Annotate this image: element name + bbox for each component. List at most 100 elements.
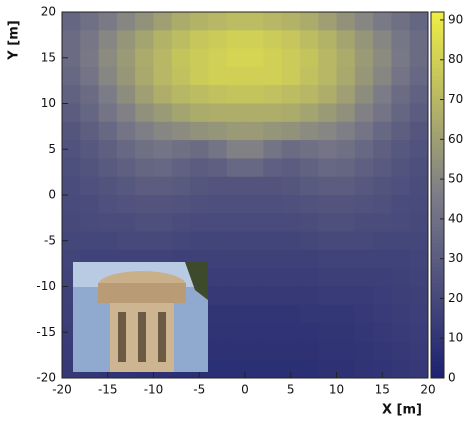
heat-cell xyxy=(226,158,246,178)
heat-cell xyxy=(409,341,429,361)
heat-cell xyxy=(299,158,319,178)
inset-window xyxy=(158,312,166,362)
colorbar-step xyxy=(431,334,444,339)
heat-cell xyxy=(153,85,173,104)
heat-cell xyxy=(190,30,209,50)
heat-cell xyxy=(281,12,301,31)
heat-cell xyxy=(299,323,319,342)
colorbar-step xyxy=(431,19,444,25)
heat-cell xyxy=(336,176,356,196)
heat-cell xyxy=(373,66,392,86)
heat-cell xyxy=(190,48,209,68)
heat-cell xyxy=(373,12,392,31)
colorbar-step xyxy=(431,346,444,351)
heat-cell xyxy=(80,213,100,233)
heat-cell xyxy=(171,231,191,251)
heat-cell xyxy=(153,12,173,31)
heat-cell xyxy=(226,30,246,50)
colorbar-step xyxy=(431,354,444,359)
colorbar-step xyxy=(431,195,444,200)
heat-cell xyxy=(263,12,283,31)
colorbar-tick-label: 50 xyxy=(448,172,463,186)
colorbar-step xyxy=(431,366,444,371)
heat-cell xyxy=(263,66,283,86)
heat-cell xyxy=(391,213,411,233)
heat-cell xyxy=(336,195,356,214)
heat-cell xyxy=(391,195,411,214)
colorbar-step xyxy=(431,179,444,184)
heat-cell xyxy=(391,103,411,123)
colorbar-step xyxy=(431,151,444,156)
y-tick-label: -20 xyxy=(36,371,56,385)
colorbar-step xyxy=(431,75,444,81)
heat-cell xyxy=(281,66,301,86)
colorbar-step xyxy=(431,342,444,347)
heat-cell xyxy=(263,213,283,233)
heat-cell xyxy=(171,176,191,196)
heat-cell xyxy=(153,158,173,178)
heat-cell xyxy=(391,140,411,159)
heat-cell xyxy=(116,12,136,31)
inset-tree xyxy=(185,262,208,300)
colorbar-step xyxy=(431,23,444,29)
heat-cell xyxy=(263,304,283,324)
heat-cell xyxy=(263,268,283,287)
heat-cell xyxy=(62,66,81,86)
colorbar-step xyxy=(431,99,444,104)
heat-cell xyxy=(208,140,228,159)
heat-cell xyxy=(409,48,429,68)
heat-cell xyxy=(190,85,209,104)
heat-cell xyxy=(354,66,374,86)
heat-cell xyxy=(409,286,429,306)
colorbar-step xyxy=(431,135,444,140)
heat-cell xyxy=(208,323,228,342)
heat-cell xyxy=(263,158,283,178)
heat-cell xyxy=(336,304,356,324)
colorbar-step xyxy=(431,115,444,120)
heat-cell xyxy=(80,30,100,50)
heat-cell xyxy=(336,30,356,50)
heat-cell xyxy=(98,85,118,104)
colorbar-step xyxy=(431,314,444,319)
heat-cell xyxy=(263,286,283,306)
inset-tank-body xyxy=(98,283,186,303)
x-tick-label: -5 xyxy=(193,383,205,397)
heat-cell xyxy=(391,12,411,31)
heat-cell xyxy=(281,359,301,379)
heat-cell xyxy=(135,48,154,68)
heat-cell xyxy=(409,158,429,178)
heat-cell xyxy=(354,176,374,196)
heat-cell xyxy=(373,323,392,342)
heat-cell xyxy=(226,304,246,324)
heat-cell xyxy=(208,359,228,379)
y-tick-label: -15 xyxy=(36,325,56,339)
heat-cell xyxy=(245,213,264,233)
heat-cell xyxy=(281,231,301,251)
heat-cell xyxy=(98,176,118,196)
heat-cell xyxy=(153,213,173,233)
heat-cell xyxy=(299,30,319,50)
colorbar-step xyxy=(431,27,444,33)
heat-cell xyxy=(245,304,264,324)
heat-cell xyxy=(226,268,246,287)
heat-cell xyxy=(62,48,81,68)
heat-cell xyxy=(299,66,319,86)
heat-cell xyxy=(281,48,301,68)
heat-cell xyxy=(281,30,301,50)
heat-cell xyxy=(299,304,319,324)
heat-cell xyxy=(373,176,392,196)
heat-cell xyxy=(391,66,411,86)
heat-cell xyxy=(373,30,392,50)
heat-cell xyxy=(391,176,411,196)
heat-cell xyxy=(62,195,81,214)
heat-cell xyxy=(409,66,429,86)
heat-cell xyxy=(190,66,209,86)
heat-cell xyxy=(171,195,191,214)
heat-cell xyxy=(226,195,246,214)
colorbar-step xyxy=(431,55,444,61)
heat-cell xyxy=(391,158,411,178)
heat-cell xyxy=(80,231,100,251)
heat-cell xyxy=(116,158,136,178)
heat-cell xyxy=(373,140,392,159)
heat-cell xyxy=(98,66,118,86)
